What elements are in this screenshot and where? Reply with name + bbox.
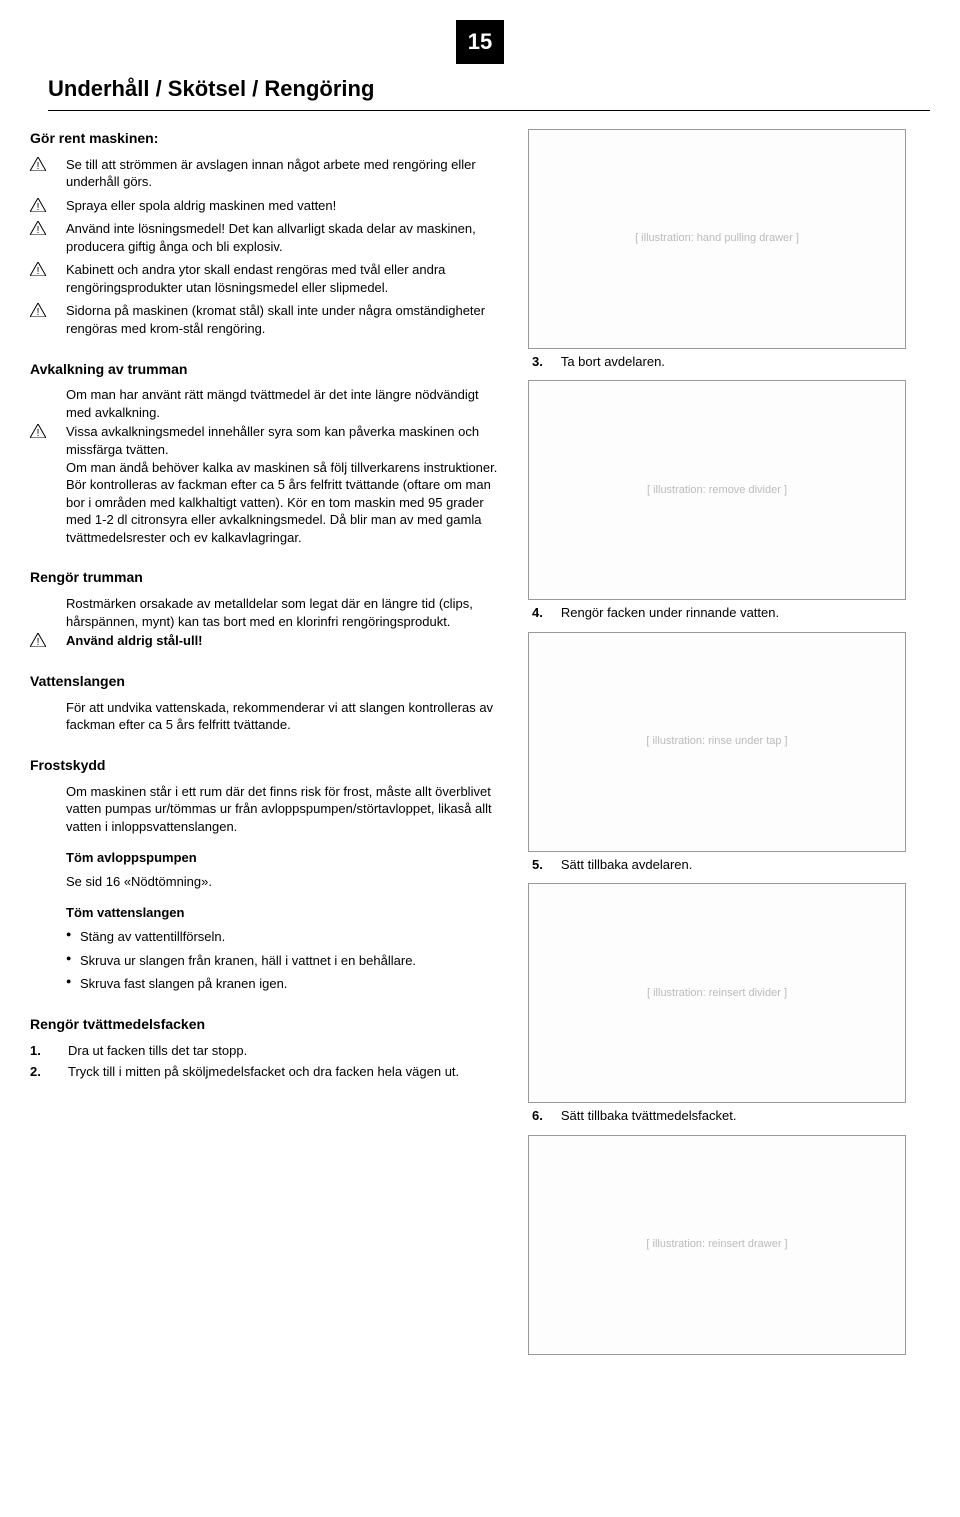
figure-image: [ illustration: remove divider ] <box>528 380 906 600</box>
right-column: [ illustration: hand pulling drawer ] 3.… <box>528 129 906 1365</box>
clean-drum-p2: Använd aldrig stål-ull! <box>66 633 203 648</box>
warning-icon: ! <box>30 633 46 647</box>
svg-text:!: ! <box>37 266 40 276</box>
left-column: Gör rent maskinen: ! Se till att strömme… <box>30 129 498 1365</box>
clean-machine-item: ! Spraya eller spola aldrig maskinen med… <box>30 197 498 215</box>
warning-icon: ! <box>30 157 46 171</box>
figure-caption: 4. Rengör facken under rinnande vatten. <box>528 604 906 622</box>
svg-text:!: ! <box>37 161 40 171</box>
warning-icon: ! <box>30 303 46 317</box>
warning-icon: ! <box>30 221 46 235</box>
descaling-item: Om man har använt rätt mängd tvättmedel … <box>30 386 498 421</box>
clean-drum-item: ! Använd aldrig stål-ull! <box>30 632 498 650</box>
step-number: 2. <box>30 1063 48 1081</box>
figure-text: Sätt tillbaka avdelaren. <box>561 856 693 874</box>
figure-number: 5. <box>532 856 543 874</box>
figure-text: Ta bort avdelaren. <box>561 353 665 371</box>
figure-caption: 5. Sätt tillbaka avdelaren. <box>528 856 906 874</box>
clean-machine-item: ! Sidorna på maskinen (kromat stål) skal… <box>30 302 498 337</box>
empty-hose-list: Stäng av vattentillförseln. Skruva ur sl… <box>66 928 498 993</box>
descaling-p2: Vissa avkalkningsmedel innehåller syra s… <box>66 423 498 458</box>
descaling-item: ! Vissa avkalkningsmedel innehåller syra… <box>30 423 498 546</box>
figure-number: 4. <box>532 604 543 622</box>
frost-p1: Om maskinen står i ett rum där det finns… <box>66 783 498 836</box>
clean-machine-text: Se till att strömmen är avslagen innan n… <box>66 157 476 190</box>
figure-number: 3. <box>532 353 543 371</box>
clean-dispenser-list: 1. Dra ut facken tills det tar stopp. 2.… <box>30 1042 498 1081</box>
svg-text:!: ! <box>37 225 40 235</box>
empty-pump-text: Se sid 16 «Nödtömning». <box>66 873 498 891</box>
descaling-heading: Avkalkning av trumman <box>30 360 498 379</box>
figure-caption: 3. Ta bort avdelaren. <box>528 353 906 371</box>
main-title: Underhåll / Skötsel / Rengöring <box>48 74 930 111</box>
clean-dispenser-step: 1. Dra ut facken tills det tar stopp. <box>30 1042 498 1060</box>
figure-6: [ illustration: reinsert drawer ] <box>528 1135 906 1355</box>
clean-dispenser-heading: Rengör tvättmedelsfacken <box>30 1015 498 1034</box>
clean-machine-heading: Gör rent maskinen: <box>30 129 498 148</box>
figure-text: Rengör facken under rinnande vatten. <box>561 604 779 622</box>
svg-text:!: ! <box>37 637 40 647</box>
clean-drum-block: Rostmärken orsakade av metalldelar som l… <box>30 595 498 650</box>
clean-machine-text: Använd inte lösningsmedel! Det kan allva… <box>66 221 476 254</box>
empty-hose-item: Stäng av vattentillförseln. <box>66 928 498 946</box>
warning-icon: ! <box>30 198 46 212</box>
figure-image: [ illustration: rinse under tap ] <box>528 632 906 852</box>
hose-block: För att undvika vattenskada, rekommender… <box>30 699 498 734</box>
clean-machine-text: Sidorna på maskinen (kromat stål) skall … <box>66 303 485 336</box>
empty-hose-item: Skruva ur slangen från kranen, häll i va… <box>66 952 498 970</box>
empty-hose-heading: Töm vattenslangen <box>66 904 498 922</box>
hose-p1: För att undvika vattenskada, rekommender… <box>66 699 498 734</box>
clean-machine-text: Spraya eller spola aldrig maskinen med v… <box>66 198 336 213</box>
figure-4: [ illustration: rinse under tap ] 5. Sät… <box>528 632 906 874</box>
clean-machine-item: ! Kabinett och andra ytor skall endast r… <box>30 261 498 296</box>
clean-drum-item: Rostmärken orsakade av metalldelar som l… <box>30 595 498 630</box>
clean-drum-p1: Rostmärken orsakade av metalldelar som l… <box>66 596 473 629</box>
clean-machine-list: ! Se till att strömmen är avslagen innan… <box>30 156 498 338</box>
frost-block: Om maskinen står i ett rum där det finns… <box>30 783 498 993</box>
figure-image: [ illustration: hand pulling drawer ] <box>528 129 906 349</box>
figure-text: Sätt tillbaka tvättmedelsfacket. <box>561 1107 737 1125</box>
descaling-p4: Bör kontrolleras av fackman efter ca 5 å… <box>66 476 498 546</box>
clean-machine-text: Kabinett och andra ytor skall endast ren… <box>66 262 445 295</box>
clean-drum-heading: Rengör trumman <box>30 568 498 587</box>
svg-text:!: ! <box>37 202 40 212</box>
warning-icon: ! <box>30 424 46 438</box>
figure-top: [ illustration: hand pulling drawer ] 3.… <box>528 129 906 371</box>
step-text: Tryck till i mitten på sköljmedelsfacket… <box>68 1063 459 1081</box>
figure-5: [ illustration: reinsert divider ] 6. Sä… <box>528 883 906 1125</box>
page-number: 15 <box>456 20 504 64</box>
svg-text:!: ! <box>37 307 40 317</box>
figure-caption: 6. Sätt tillbaka tvättmedelsfacket. <box>528 1107 906 1125</box>
descaling-p1: Om man har använt rätt mängd tvättmedel … <box>66 386 498 421</box>
warning-icon: ! <box>30 262 46 276</box>
step-number: 1. <box>30 1042 48 1060</box>
descaling-p3: Om man ändå behöver kalka av maskinen så… <box>66 459 498 477</box>
descaling-block: Om man har använt rätt mängd tvättmedel … <box>30 386 498 546</box>
hose-heading: Vattenslangen <box>30 672 498 691</box>
svg-text:!: ! <box>37 428 40 438</box>
step-text: Dra ut facken tills det tar stopp. <box>68 1042 247 1060</box>
frost-heading: Frostskydd <box>30 756 498 775</box>
figure-number: 6. <box>532 1107 543 1125</box>
empty-hose-item: Skruva fast slangen på kranen igen. <box>66 975 498 993</box>
figure-image: [ illustration: reinsert drawer ] <box>528 1135 906 1355</box>
clean-dispenser-step: 2. Tryck till i mitten på sköljmedelsfac… <box>30 1063 498 1081</box>
clean-machine-item: ! Se till att strömmen är avslagen innan… <box>30 156 498 191</box>
empty-pump-heading: Töm avloppspumpen <box>66 849 498 867</box>
clean-machine-item: ! Använd inte lösningsmedel! Det kan all… <box>30 220 498 255</box>
figure-image: [ illustration: reinsert divider ] <box>528 883 906 1103</box>
figure-3: [ illustration: remove divider ] 4. Reng… <box>528 380 906 622</box>
